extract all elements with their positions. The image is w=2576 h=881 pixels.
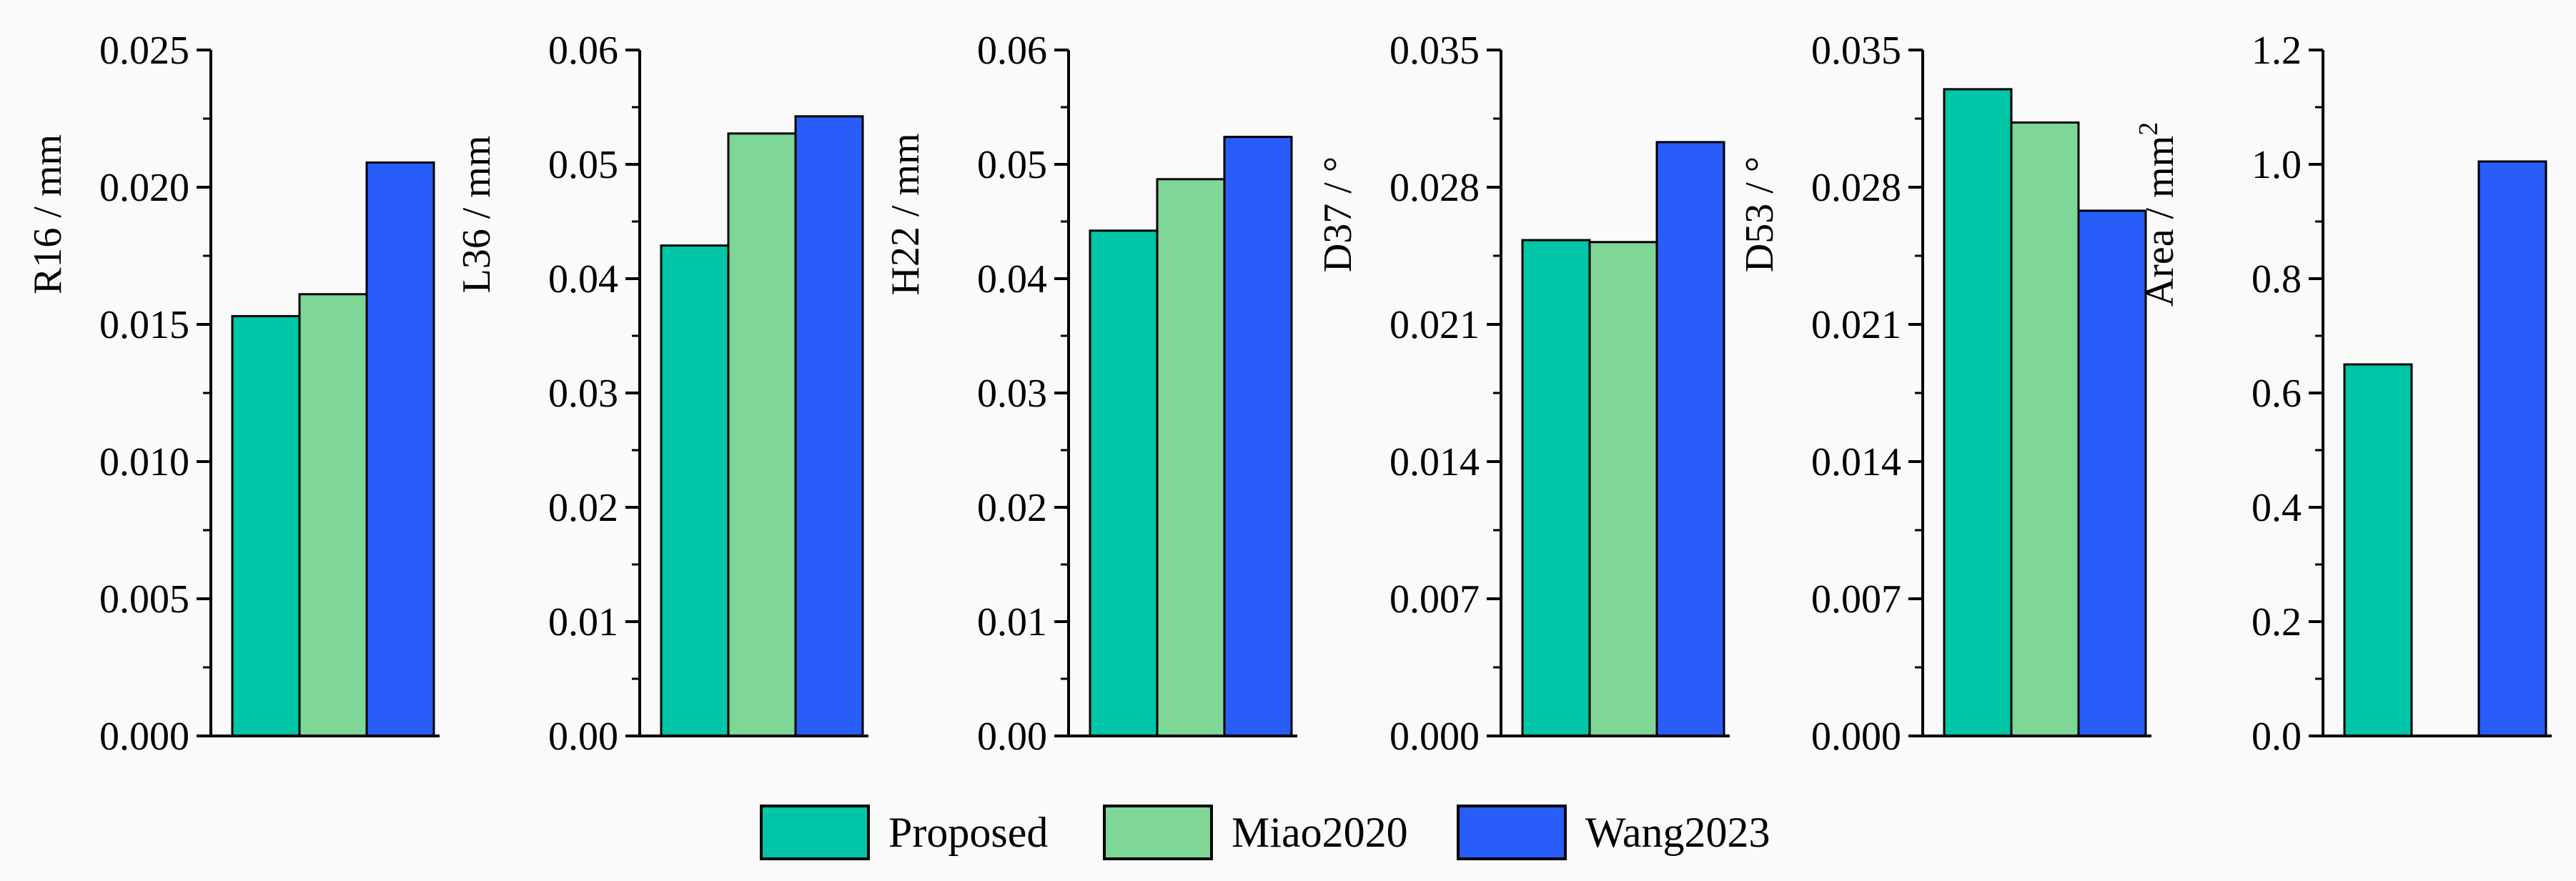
bar-miao2020-panel-2 [727, 132, 797, 737]
chart-panel-1: 0.000 0.005 0.010 0.015 0.020 0.025 R16 / mm [26, 29, 440, 759]
y-tick-label: 0.000 [99, 715, 189, 759]
y-axis-title-text: R16 / mm [26, 134, 70, 294]
bar-miao2020-panel-5 [2010, 121, 2080, 737]
y-tick-label: 0.01 [548, 600, 618, 644]
y-tick-label: 0.010 [99, 440, 189, 484]
y-tick-label: 1.2 [2251, 29, 2302, 73]
chart-panel-6: 0.0 0.2 0.4 0.6 0.8 1.0 1.2 Area / mm2 [2134, 29, 2552, 759]
y-tick-label: 0.000 [1389, 715, 1480, 759]
y-axis-title-text: Area / mm [2138, 136, 2182, 307]
y-tick-label: 0.020 [99, 166, 189, 210]
y-tick-label: 0.05 [977, 143, 1047, 187]
bar-proposed-panel-4 [1521, 239, 1591, 737]
legend-label-wang2023: Wang2023 [1585, 809, 1770, 856]
chart-panel-2: 0.00 0.01 0.02 0.03 0.04 0.05 0.06 L36 / mm [455, 29, 868, 759]
bar-proposed-panel-5 [1943, 88, 2013, 737]
y-tick-label: 0.02 [548, 486, 618, 530]
legend-item-wang2023: Wang2023 [1457, 805, 1770, 860]
y-tick-label: 0.021 [1811, 303, 1901, 347]
y-axis-title-text: D53 / ° [1738, 156, 1782, 272]
y-axis-title: D53 / ° [1738, 156, 1782, 272]
bar-wang2023-panel-6 [2477, 160, 2547, 737]
y-tick-label: 0.0 [2251, 715, 2302, 759]
y-axis-title: H22 / mm [883, 133, 928, 295]
legend-item-miao2020: Miao2020 [1103, 805, 1408, 860]
bar-miao2020-panel-4 [1588, 241, 1658, 737]
y-tick-label: 0.8 [2251, 257, 2302, 302]
y-tick-label: 0.007 [1811, 577, 1901, 622]
y-tick-label: 0.000 [1811, 715, 1901, 759]
bar-wang2023-panel-3 [1223, 136, 1293, 737]
y-tick-label: 0.028 [1389, 166, 1480, 210]
y-tick-label: 0.021 [1389, 303, 1480, 347]
legend-label-miao2020: Miao2020 [1232, 809, 1408, 856]
y-tick-label: 0.01 [977, 600, 1047, 644]
y-tick-label: 0.04 [548, 257, 618, 302]
y-tick-label: 0.015 [99, 303, 189, 347]
y-tick-label: 0.04 [977, 257, 1047, 302]
y-axis-title-text: H22 / mm [883, 133, 928, 295]
y-tick-label: 0.00 [548, 715, 618, 759]
y-axis-title-superscript: 2 [2134, 122, 2164, 136]
y-tick-label: 0.06 [548, 29, 618, 73]
legend-label-proposed: Proposed [888, 809, 1048, 856]
y-axis-title: D37 / ° [1316, 156, 1360, 272]
chart-panel-5: 0.000 0.007 0.014 0.021 0.028 0.035 D53 / ° [1738, 29, 2151, 759]
y-tick-label: 0.035 [1811, 29, 1901, 73]
bar-wang2023-panel-4 [1655, 141, 1725, 737]
bar-miao2020-panel-1 [298, 293, 368, 737]
bar-wang2023-panel-5 [2077, 209, 2147, 737]
y-axis-title: L36 / mm [455, 136, 499, 294]
y-tick-label: 0.6 [2251, 372, 2302, 416]
y-tick-label: 0.03 [548, 372, 618, 416]
bar-wang2023-panel-2 [794, 115, 864, 737]
y-tick-label: 0.02 [977, 486, 1047, 530]
legend-swatch-proposed [760, 805, 870, 860]
y-tick-label: 0.025 [99, 29, 189, 73]
y-tick-label: 0.028 [1811, 166, 1901, 210]
legend: Proposed Miao2020 Wang2023 [760, 805, 1770, 860]
legend-swatch-wang2023 [1457, 805, 1567, 860]
y-axis-title-text: D37 / ° [1316, 156, 1360, 272]
y-tick-label: 0.014 [1811, 440, 1901, 484]
y-tick-label: 0.2 [2251, 600, 2302, 644]
y-tick-label: 0.06 [977, 29, 1047, 73]
chart-panel-4: 0.000 0.007 0.014 0.021 0.028 0.035 D37 / ° [1316, 29, 1730, 759]
bar-proposed-panel-3 [1089, 229, 1159, 737]
bar-proposed-panel-2 [660, 244, 730, 737]
legend-swatch-miao2020 [1103, 805, 1213, 860]
legend-item-proposed: Proposed [760, 805, 1048, 860]
y-tick-label: 0.03 [977, 372, 1047, 416]
y-tick-label: 0.007 [1389, 577, 1480, 622]
y-tick-label: 0.014 [1389, 440, 1480, 484]
y-tick-label: 0.4 [2251, 486, 2302, 530]
y-tick-label: 0.00 [977, 715, 1047, 759]
bar-proposed-panel-1 [231, 314, 301, 737]
y-tick-label: 1.0 [2251, 143, 2302, 187]
y-tick-label: 0.005 [99, 577, 189, 622]
y-tick-label: 0.05 [548, 143, 618, 187]
chart-panel-3: 0.00 0.01 0.02 0.03 0.04 0.05 0.06 H22 / mm [883, 29, 1297, 759]
y-axis-title: Area / mm2 [2134, 122, 2182, 307]
y-tick-label: 0.035 [1389, 29, 1480, 73]
bar-wang2023-panel-1 [365, 161, 435, 737]
bar-miao2020-panel-3 [1156, 178, 1226, 737]
y-axis-title: R16 / mm [26, 134, 70, 294]
y-axis-title-text: L36 / mm [455, 136, 499, 294]
bar-proposed-panel-6 [2343, 363, 2413, 737]
